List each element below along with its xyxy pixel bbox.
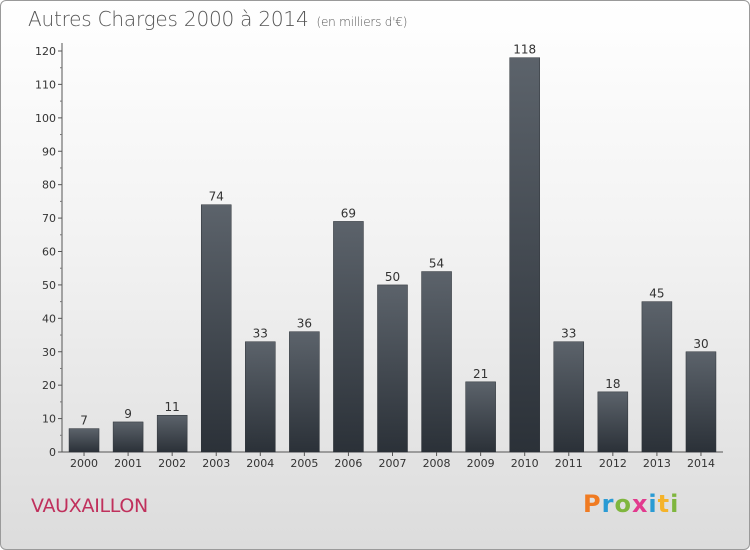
bar [685,351,717,453]
y-tick-label: 50 [42,279,56,292]
bar-value-label: 54 [429,257,444,271]
y-tick-label: 80 [42,179,56,192]
chart-title-text: Autres Charges 2000 à 2014 [28,7,309,31]
bar-value-label: 33 [253,327,268,341]
x-tick-label: 2003 [202,457,230,470]
y-tick-label: 120 [35,45,56,58]
x-tick-label: 2006 [334,457,362,470]
bar-value-label: 18 [605,377,620,391]
x-tick-label: 2013 [643,457,671,470]
bar-value-label: 50 [385,270,400,284]
bar-value-label: 21 [473,367,488,381]
x-tick-label: 2014 [687,457,715,470]
y-tick-label: 40 [42,312,56,325]
y-tick-label: 90 [42,145,56,158]
x-tick-label: 2007 [379,457,407,470]
logo-letter: t [657,490,671,518]
x-tick-label: 2000 [70,457,98,470]
bar [68,428,100,453]
logo-letter: r [601,490,615,518]
bar [509,57,540,453]
y-tick-label: 100 [35,112,56,125]
bar [112,421,144,453]
logo-letter: x [631,490,649,518]
bar [421,271,452,453]
x-tick-label: 2011 [555,457,583,470]
y-tick-label: 110 [35,78,56,91]
bar-value-label: 11 [165,400,180,414]
bar [289,331,320,453]
x-tick-label: 2009 [467,457,495,470]
proxiti-logo: Proxiti [583,490,679,518]
y-tick-label: 70 [42,212,56,225]
x-tick-label: 2012 [599,457,627,470]
bar-value-label: 33 [561,327,576,341]
x-tick-label: 2001 [114,457,142,470]
logo-letter: i [648,490,658,518]
x-tick-label: 2008 [423,457,451,470]
x-tick-label: 2002 [158,457,186,470]
x-tick-label: 2004 [246,457,274,470]
bar [465,381,496,453]
bar [200,204,232,453]
bar-value-label: 36 [297,317,312,331]
bar-value-label: 7 [80,414,88,428]
logo-letter: o [614,490,632,518]
y-tick-label: 60 [42,246,56,259]
logo-letter: P [583,490,602,518]
bar [597,391,629,453]
bar [641,301,673,453]
x-tick-label: 2005 [290,457,318,470]
bar-value-label: 69 [341,206,356,220]
y-tick-label: 20 [42,379,56,392]
chart-title: Autres Charges 2000 à 2014 (en milliers d… [28,7,407,31]
bar-value-label: 118 [513,43,536,57]
y-tick-label: 10 [42,413,56,426]
bar-value-label: 30 [693,337,708,351]
x-tick-label: 2010 [511,457,539,470]
y-tick-label: 0 [49,446,56,459]
bar [245,341,276,453]
bar-value-label: 9 [124,407,132,421]
bar-value-label: 74 [209,190,224,204]
y-tick-label: 30 [42,346,56,359]
logo-letter: i [670,490,680,518]
bar [377,284,408,453]
bar [553,341,585,453]
place-name: VAUXAILLON [31,495,148,517]
bar-value-label: 45 [649,287,664,301]
bar [156,414,188,453]
bar [333,221,364,453]
chart-subtitle: (en milliers d'€) [316,15,408,29]
